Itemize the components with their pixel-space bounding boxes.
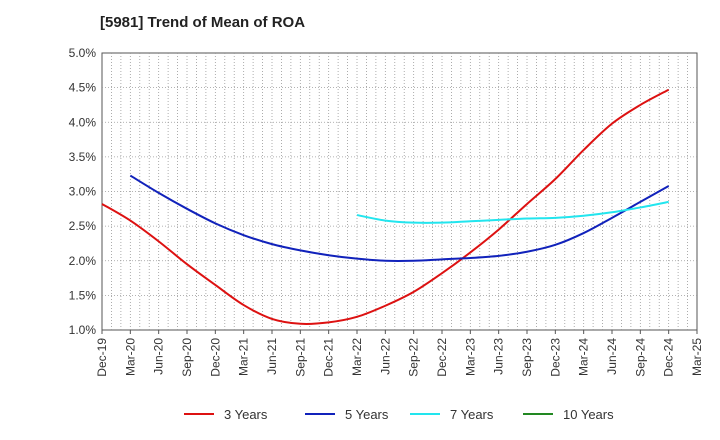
x-tick-label: Sep-22 bbox=[407, 338, 421, 377]
y-tick-label: 1.5% bbox=[69, 288, 97, 302]
y-tick-label: 2.5% bbox=[69, 219, 97, 233]
x-axis-ticks: Dec-19 Mar-20 Jun-20 Sep-20 Dec-20 Mar-21 Jun-… bbox=[95, 330, 704, 377]
x-tick-label: Mar-25 bbox=[690, 338, 704, 376]
x-tick-label: Mar-20 bbox=[123, 338, 137, 376]
x-tick-label: Sep-21 bbox=[293, 338, 307, 377]
x-tick-label: Dec-23 bbox=[548, 338, 562, 377]
chart-title: [5981] Trend of Mean of ROA bbox=[100, 14, 306, 31]
x-tick-label: Dec-20 bbox=[208, 338, 222, 377]
series-lines bbox=[101, 88, 670, 325]
x-tick-label: Dec-21 bbox=[322, 338, 336, 377]
x-tick-label: Mar-24 bbox=[577, 338, 591, 376]
x-tick-label: Jun-21 bbox=[265, 338, 279, 375]
y-tick-label: 3.5% bbox=[69, 150, 97, 164]
legend-label-7-years: 7 Years bbox=[450, 407, 494, 422]
y-tick-label: 5.0% bbox=[69, 46, 97, 60]
legend-label-10-years: 10 Years bbox=[563, 407, 614, 422]
series-line-3-years bbox=[101, 88, 670, 325]
x-tick-label: Sep-20 bbox=[180, 338, 194, 377]
legend: 3 Years 5 Years 7 Years 10 Years bbox=[184, 407, 614, 422]
y-tick-label: 3.0% bbox=[69, 185, 97, 199]
grid-lines bbox=[102, 53, 697, 330]
x-tick-label: Mar-23 bbox=[463, 338, 477, 376]
x-tick-label: Jun-22 bbox=[378, 338, 392, 375]
x-tick-label: Dec-19 bbox=[95, 338, 109, 377]
x-tick-label: Dec-24 bbox=[662, 338, 676, 377]
y-tick-label: 1.0% bbox=[69, 323, 97, 337]
x-tick-label: Sep-24 bbox=[633, 338, 647, 377]
x-tick-label: Jun-23 bbox=[492, 338, 506, 375]
x-tick-label: Mar-22 bbox=[350, 338, 364, 376]
x-tick-label: Jun-20 bbox=[152, 338, 166, 375]
y-tick-label: 4.5% bbox=[69, 81, 97, 95]
series-line-5-years bbox=[129, 174, 670, 262]
x-tick-label: Mar-21 bbox=[237, 338, 251, 376]
legend-label-5-years: 5 Years bbox=[345, 407, 389, 422]
y-axis-ticks: 1.0% 1.5% 2.0% 2.5% 3.0% 3.5% 4.0% 4.5% 5.0% bbox=[69, 46, 97, 337]
x-tick-label: Jun-24 bbox=[605, 338, 619, 375]
series-line-7-years bbox=[356, 200, 669, 224]
legend-label-3-years: 3 Years bbox=[224, 407, 268, 422]
y-tick-label: 2.0% bbox=[69, 254, 97, 268]
x-tick-label: Dec-22 bbox=[435, 338, 449, 377]
x-tick-label: Sep-23 bbox=[520, 338, 534, 377]
y-tick-label: 4.0% bbox=[69, 115, 97, 129]
